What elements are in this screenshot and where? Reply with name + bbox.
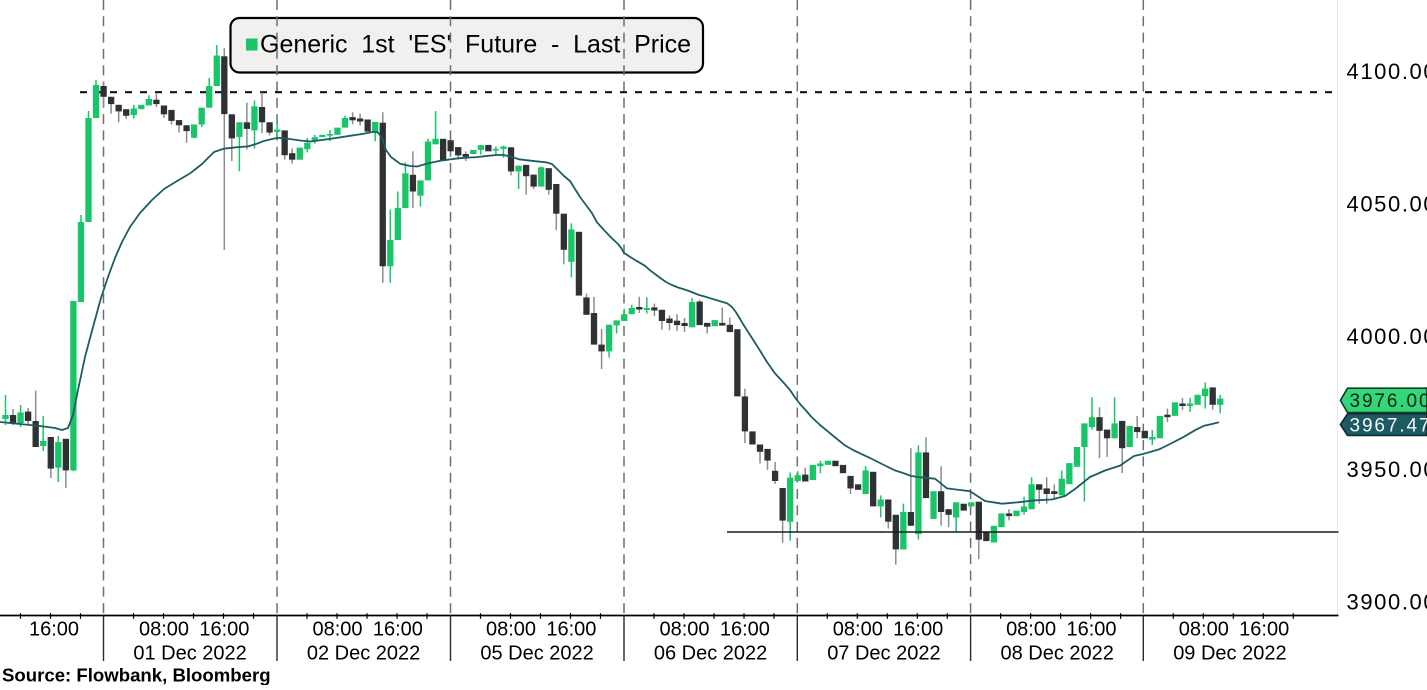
svg-text:4050.000: 4050.000	[1347, 192, 1427, 217]
svg-text:16:00: 16:00	[199, 619, 249, 641]
svg-text:07 Dec 2022: 07 Dec 2022	[827, 643, 940, 665]
svg-text:16:00: 16:00	[720, 619, 770, 641]
svg-text:3950.000: 3950.000	[1347, 457, 1427, 482]
svg-text:06 Dec 2022: 06 Dec 2022	[654, 643, 767, 665]
svg-text:4000.000: 4000.000	[1347, 324, 1427, 349]
svg-text:08:00: 08:00	[659, 619, 709, 641]
svg-text:16:00: 16:00	[1066, 619, 1116, 641]
svg-text:Source: Flowbank, Bloomberg: Source: Flowbank, Bloomberg	[2, 664, 271, 685]
svg-text:16:00: 16:00	[546, 619, 596, 641]
svg-text:08:00: 08:00	[486, 619, 536, 641]
svg-text:Generic 1st 'ES' Future - Last: Generic 1st 'ES' Future - Last Price	[260, 31, 691, 59]
svg-text:16:00: 16:00	[29, 619, 79, 641]
svg-text:16:00: 16:00	[893, 619, 943, 641]
svg-text:4100.000: 4100.000	[1347, 59, 1427, 84]
svg-text:05 Dec 2022: 05 Dec 2022	[480, 643, 593, 665]
svg-text:02 Dec 2022: 02 Dec 2022	[307, 643, 420, 665]
svg-text:01 Dec 2022: 01 Dec 2022	[133, 643, 246, 665]
svg-text:08:00: 08:00	[1006, 619, 1056, 641]
svg-text:08:00: 08:00	[833, 619, 883, 641]
svg-text:16:00: 16:00	[1239, 619, 1289, 641]
svg-text:08:00: 08:00	[312, 619, 362, 641]
svg-text:08 Dec 2022: 08 Dec 2022	[1000, 643, 1113, 665]
svg-text:3967.471: 3967.471	[1350, 416, 1427, 437]
svg-text:08:00: 08:00	[139, 619, 189, 641]
svg-text:09 Dec 2022: 09 Dec 2022	[1173, 643, 1286, 665]
svg-text:16:00: 16:00	[373, 619, 423, 641]
svg-text:3976.000: 3976.000	[1350, 391, 1427, 412]
svg-text:08:00: 08:00	[1179, 619, 1229, 641]
svg-text:3900.000: 3900.000	[1347, 590, 1427, 615]
